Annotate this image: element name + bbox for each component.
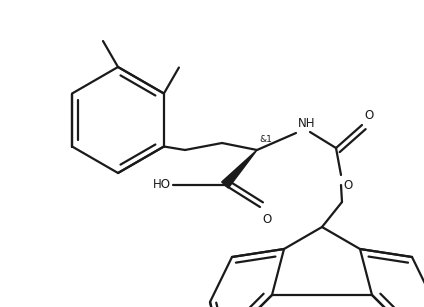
Text: HO: HO — [153, 178, 171, 192]
Text: O: O — [262, 213, 271, 226]
Text: NH: NH — [298, 117, 315, 130]
Text: &1: &1 — [259, 135, 272, 144]
Text: O: O — [364, 109, 373, 122]
Polygon shape — [222, 150, 257, 188]
Text: O: O — [343, 179, 352, 192]
